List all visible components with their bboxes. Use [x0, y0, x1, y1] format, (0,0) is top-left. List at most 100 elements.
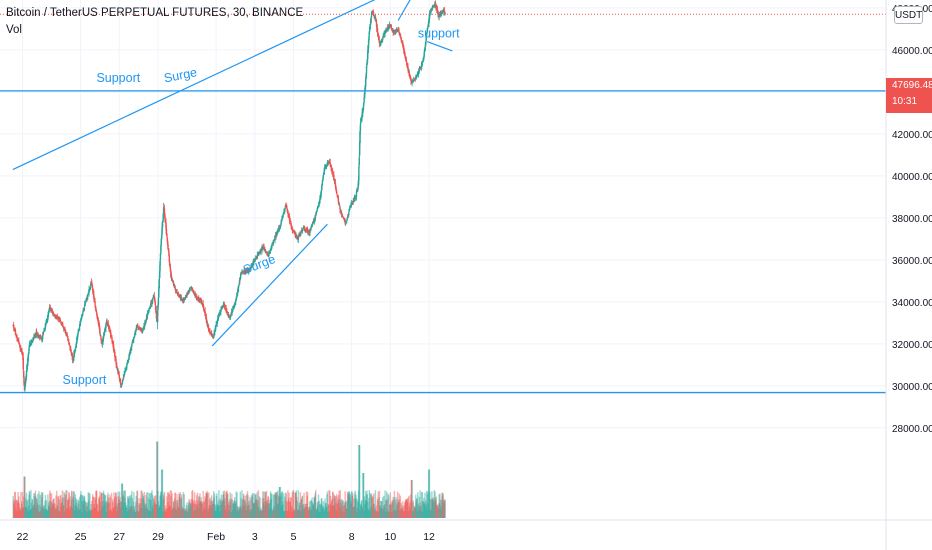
candle-body: [169, 262, 171, 266]
candle-body: [363, 102, 365, 107]
candle-body: [91, 285, 93, 288]
volume-bar: [57, 495, 60, 518]
candle-body: [164, 213, 166, 219]
volume-bar: [308, 509, 310, 518]
candle-body: [35, 334, 37, 336]
candle-body: [311, 224, 313, 227]
volume-bar: [408, 506, 410, 518]
volume-bar: [142, 497, 144, 518]
volume-bar: [364, 499, 367, 518]
candle-body: [110, 332, 112, 336]
volume-bar: [162, 493, 165, 518]
volume-bar: [150, 492, 153, 518]
volume-bar: [37, 511, 40, 518]
volume-bar: [118, 502, 120, 518]
volume-bar: [27, 511, 29, 518]
volume-bar: [121, 483, 123, 518]
volume-bar: [185, 505, 187, 518]
candle-body: [76, 336, 79, 340]
volume-bar: [223, 493, 225, 518]
volume-bar: [330, 502, 332, 518]
candle-body: [285, 205, 287, 207]
candle-body: [243, 270, 245, 273]
candle-body: [374, 18, 377, 19]
volume-bar: [192, 500, 195, 518]
candle-body: [343, 218, 346, 221]
volume-bar: [321, 498, 323, 518]
candle-body: [33, 336, 36, 337]
candle-body: [222, 304, 225, 307]
volume-bar: [381, 508, 383, 518]
candle-body: [106, 320, 108, 323]
volume-bar: [330, 505, 333, 518]
volume-bar: [27, 499, 29, 518]
volume-bar: [209, 505, 211, 518]
volume-bar: [133, 508, 135, 518]
candle-body: [132, 340, 134, 343]
volume-bar: [274, 494, 277, 518]
volume-bar: [238, 509, 240, 518]
candle-body: [258, 252, 260, 255]
volume-bar: [181, 494, 183, 518]
volume-bar: [59, 506, 62, 518]
volume-bar: [41, 493, 43, 518]
candle-body: [361, 117, 363, 119]
volume-indicator-label[interactable]: Vol: [6, 24, 22, 36]
volume-bar: [269, 500, 271, 518]
volume-bar: [320, 498, 323, 518]
candle-body: [219, 311, 221, 313]
volume-bar: [414, 507, 417, 518]
candle-body: [118, 374, 120, 379]
volume-bar: [186, 502, 188, 518]
candle-body: [429, 11, 432, 13]
candle-body: [163, 206, 165, 210]
volume-bar: [298, 509, 300, 518]
candle-body: [66, 334, 68, 337]
candle-body: [431, 7, 433, 10]
candle-body: [435, 5, 437, 9]
volume-bar: [370, 494, 372, 518]
volume-bar: [42, 509, 44, 518]
volume-bar: [320, 503, 322, 518]
volume-bar: [46, 511, 49, 518]
volume-bar: [304, 507, 306, 518]
candle-body: [56, 316, 59, 318]
candle-body: [76, 338, 78, 343]
volume-bar: [111, 499, 114, 518]
volume-bar: [168, 494, 171, 518]
currency-button[interactable]: USDT: [894, 6, 923, 24]
candle-body: [296, 237, 298, 239]
candle-body: [33, 336, 35, 339]
volume-bar: [83, 499, 85, 518]
candle-body: [176, 292, 179, 294]
candle-body: [92, 290, 94, 293]
candle-body: [434, 4, 437, 6]
volume-bar: [202, 511, 204, 518]
time-axis[interactable]: 22 25 27 29 Feb 3 5 8 10 12: [17, 531, 435, 543]
candle-body: [365, 73, 367, 78]
candle-body: [187, 292, 189, 294]
volume-bar: [415, 498, 418, 518]
volume-bar: [195, 505, 198, 518]
volume-bar: [70, 505, 72, 518]
volume-bar: [250, 495, 253, 518]
volume-bar: [60, 502, 63, 518]
volume-bar: [69, 496, 72, 518]
chart-title: Bitcoin / TetherUS PERPETUAL FUTURES, 30…: [6, 7, 304, 19]
candle-body: [99, 328, 101, 335]
volume-bar: [369, 510, 371, 518]
candle-body: [286, 209, 289, 213]
candle-body: [284, 208, 286, 210]
candle-body: [171, 279, 174, 282]
volume-bar: [375, 505, 377, 518]
candle-body: [116, 368, 119, 371]
candle-body: [321, 185, 323, 191]
candle-body: [96, 313, 98, 315]
volume-bar: [176, 494, 178, 518]
volume-bar: [379, 500, 382, 518]
candle-body: [363, 97, 365, 103]
candle-body: [416, 74, 418, 77]
volume-bar: [34, 490, 37, 518]
volume-bar: [201, 502, 203, 518]
